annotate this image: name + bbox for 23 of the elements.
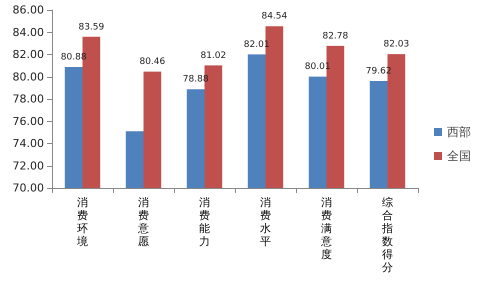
y-tick-label: 78.00 xyxy=(12,92,44,106)
x-tick-label: 综合指数得分 xyxy=(381,196,393,274)
legend-label: 西部 xyxy=(447,125,471,139)
y-tick-label: 76.00 xyxy=(12,114,44,128)
y-tick-label: 82.00 xyxy=(12,48,44,61)
x-tick-label: 消费环境 xyxy=(76,196,88,248)
x-tick-label: 消费意愿 xyxy=(137,196,149,248)
data-label: 84.54 xyxy=(261,12,288,22)
y-tick-label: 74.00 xyxy=(12,137,44,150)
x-tick-label: 消费满意度 xyxy=(320,196,332,261)
x-tick-label: 消费水平 xyxy=(260,196,271,248)
y-tick-label: 72.00 xyxy=(12,159,44,172)
y-tick-label: 86.00 xyxy=(12,4,44,16)
y-tick-label: 80.00 xyxy=(12,70,44,84)
x-tick-label: 消费能力 xyxy=(199,196,210,248)
legend-label: 全国 xyxy=(447,149,471,163)
data-label: 82.03 xyxy=(383,40,410,50)
data-label: 81.02 xyxy=(200,50,226,61)
y-tick-label: 70.00 xyxy=(12,182,44,194)
y-tick-label: 84.00 xyxy=(12,26,44,39)
data-label: 80.46 xyxy=(139,57,166,68)
data-label: 82.78 xyxy=(322,31,348,42)
data-label: 83.59 xyxy=(78,22,104,32)
